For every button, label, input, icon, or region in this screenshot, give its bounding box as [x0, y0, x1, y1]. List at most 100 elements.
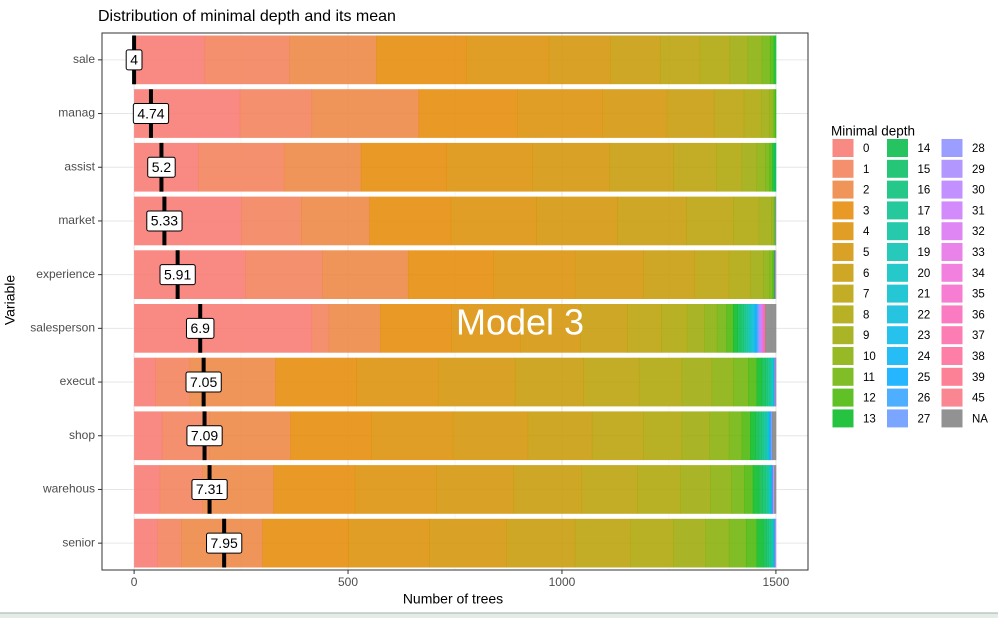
bar-segment [755, 411, 760, 461]
bar-segment [769, 89, 774, 138]
legend-label: 18 [918, 226, 931, 238]
bar-segment [768, 465, 770, 514]
legend-key [886, 346, 909, 366]
bar-segment [770, 518, 773, 568]
bar-segment [659, 35, 701, 85]
mean-label-box [147, 156, 176, 178]
legend-label: 2 [863, 185, 869, 197]
mean-label: 4.74 [137, 105, 164, 121]
y-tick-label: warehous [42, 482, 95, 496]
bar-segment [765, 357, 768, 407]
bar-segment [769, 357, 771, 407]
bar-segment [773, 518, 775, 568]
legend-key [940, 221, 964, 242]
legend-key [940, 242, 964, 262]
y-tick-label: assist [64, 159, 95, 173]
bar-segment [716, 142, 743, 192]
y-tick-label: salesperson [30, 321, 95, 335]
mean-label: 5.2 [152, 159, 172, 175]
bar-segment [762, 465, 766, 514]
bar-segment [733, 304, 738, 353]
bar-segment [661, 304, 688, 353]
legend-label: 39 [972, 372, 985, 384]
legend-label: 13 [863, 413, 876, 425]
legend-key [940, 262, 964, 283]
x-tick-label: 1000 [549, 575, 576, 589]
legend-key [886, 408, 909, 429]
bar-segment [775, 142, 776, 192]
bar-segment [638, 357, 683, 407]
bar-segment [446, 142, 533, 192]
legend-key [886, 325, 909, 346]
legend-key [940, 387, 964, 408]
bar-segment [300, 196, 370, 246]
bar-segment [747, 304, 750, 353]
bar-segment [761, 357, 766, 407]
bar-segment [134, 411, 163, 461]
legend-label: 17 [918, 205, 931, 217]
mean-label: 7.31 [196, 481, 223, 497]
bar-segment [773, 196, 776, 246]
bar-segment [750, 304, 752, 353]
plot-border [101, 32, 809, 571]
bar-segment [681, 411, 710, 461]
bar-segment [773, 518, 775, 568]
bar-segment [520, 304, 581, 353]
bar-segment [771, 465, 773, 514]
bar-segment [769, 411, 771, 461]
legend-key [831, 283, 855, 304]
mean-label-box [191, 478, 228, 500]
legend-label: 11 [863, 372, 875, 384]
legend-key [831, 366, 855, 387]
bar-segment [775, 196, 777, 246]
bar-segment [765, 411, 767, 461]
bar-segment [418, 89, 518, 138]
bar-segment [748, 304, 751, 353]
legend-key [886, 283, 909, 304]
bar-segment [705, 518, 730, 568]
bar-segment [775, 357, 776, 407]
legend-label: 30 [972, 185, 985, 197]
bar-segment [751, 304, 754, 353]
legend-label: 20 [918, 268, 931, 280]
legend-key [886, 221, 909, 242]
bar-segment [769, 465, 771, 514]
bar-segment [767, 411, 769, 461]
legend-key [886, 242, 909, 262]
bar-segment [630, 518, 674, 568]
x-tick-label: 1500 [763, 575, 790, 589]
bar-segment [774, 518, 776, 568]
bar-segment [726, 304, 734, 353]
bar-segment [769, 142, 773, 192]
bar-segment [360, 142, 447, 192]
bar-segment [758, 411, 762, 461]
bar-segment [239, 89, 313, 138]
legend-label: 33 [972, 247, 985, 259]
bar-segment [750, 250, 764, 299]
legend-label: 8 [863, 309, 869, 321]
bar-segment [328, 304, 381, 353]
legend-label: 19 [918, 247, 931, 259]
legend-label: 14 [918, 143, 931, 155]
bar-segment [728, 411, 743, 461]
legend-key [831, 325, 855, 346]
mean-label-box [186, 425, 223, 447]
bar-segment [354, 465, 437, 514]
legend-key [940, 200, 964, 221]
legend-key [831, 346, 855, 366]
legend-label: 10 [863, 351, 876, 363]
legend-label: 4 [863, 226, 870, 238]
bar-segment [773, 35, 777, 85]
bar-segment [747, 35, 763, 85]
bar-segment [769, 465, 771, 514]
bar-segment [774, 357, 776, 407]
bar-segment [686, 196, 734, 246]
bar-segment [772, 518, 774, 568]
legend-label: 16 [918, 185, 931, 197]
bar-segment [602, 89, 668, 138]
bar-segment [766, 465, 769, 514]
bar-segment [437, 357, 516, 407]
bar-segment [748, 357, 758, 407]
legend-label: 29 [972, 164, 985, 176]
legend-key [831, 262, 855, 283]
